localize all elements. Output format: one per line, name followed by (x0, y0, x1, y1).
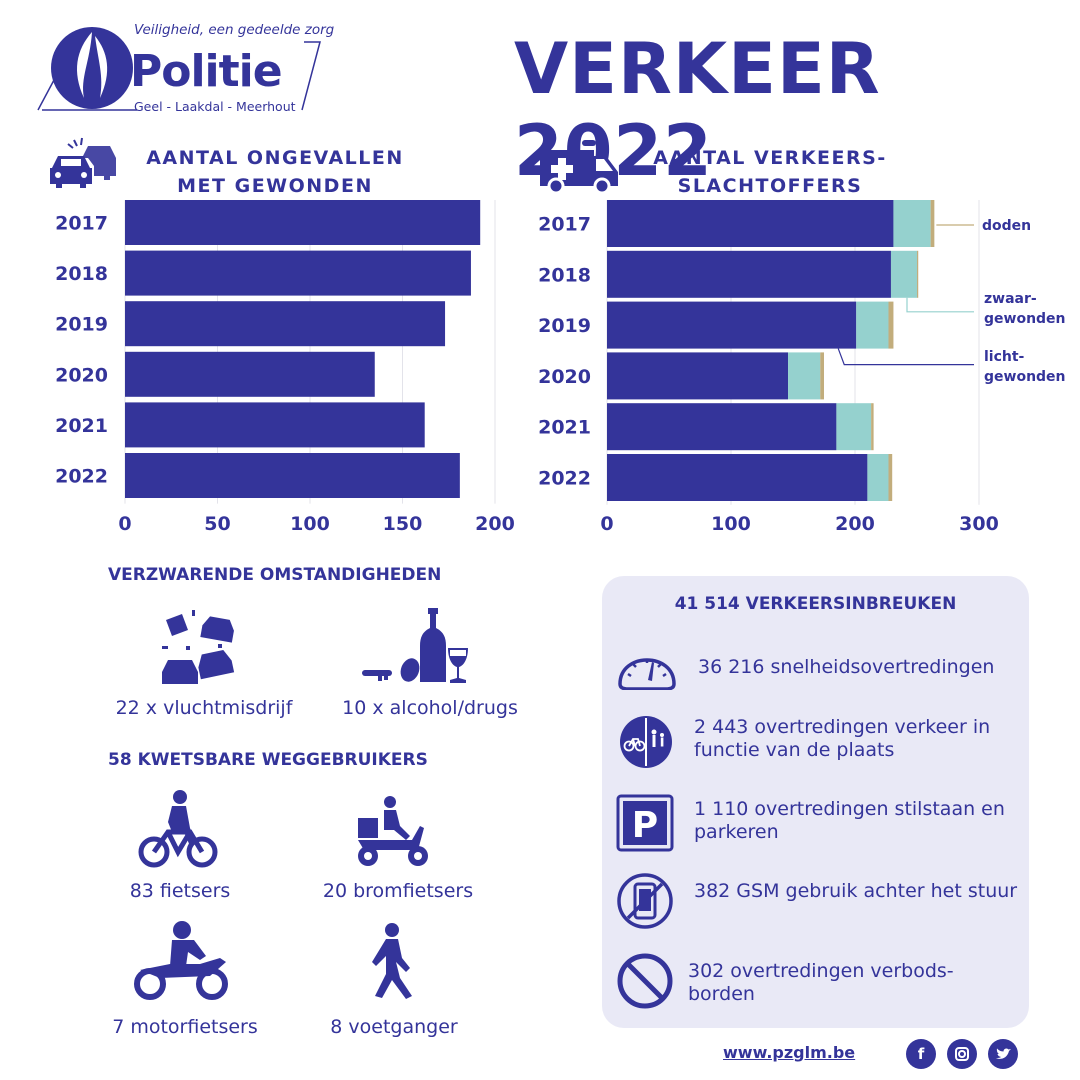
x-tick-label: 0 (118, 513, 131, 535)
svg-text:P: P (632, 805, 658, 846)
twitter-icon[interactable] (988, 1039, 1018, 1069)
bar-2021-zwaargewonden (836, 403, 872, 451)
bar-2017 (125, 200, 481, 245)
alcohol-keys-icon (362, 608, 468, 683)
instagram-icon[interactable] (947, 1039, 977, 1069)
car-crash-icon (162, 610, 235, 684)
y-tick-label: 2017 (55, 213, 108, 235)
y-tick-label: 2020 (55, 364, 108, 386)
mopeds-label: 20 bromfietsers (322, 880, 474, 902)
legend-label-lichtgewonden: gewonden (984, 369, 1066, 385)
accidents-chart-title: AANTAL ONGEVALLEN MET GEWONDEN (146, 147, 404, 197)
cyclist-icon (138, 790, 218, 868)
cyclists-label: 83 fietsers (129, 880, 231, 902)
infractions-panel: 41 514 VERKEERSINBREUKEN 36 216 snelheid… (602, 576, 1029, 1028)
vulnerable-title: 58 KWETSBARE WEGGEBRUIKERS (108, 750, 428, 770)
bar-2018-doden (917, 250, 919, 298)
bar-2020-doden (820, 352, 824, 400)
x-tick-label: 0 (600, 513, 613, 535)
y-tick-label: 2019 (538, 315, 591, 337)
y-tick-label: 2021 (538, 417, 591, 439)
bar-2019 (125, 301, 446, 347)
logo-wordmark: Politie (130, 46, 283, 97)
bar-2020-zwaargewonden (788, 352, 821, 400)
y-tick-label: 2017 (538, 214, 591, 236)
motorcyclists-label: 7 motorfietsers (112, 1016, 258, 1038)
bar-2017-lichtgewonden (607, 200, 894, 247)
bar-2019-zwaargewonden (856, 301, 889, 349)
bike-pedestrian-sign-icon (620, 716, 672, 768)
x-tick-label: 300 (959, 513, 999, 535)
infractions-title: 41 514 VERKEERSINBREUKEN (674, 594, 957, 614)
bar-2018-lichtgewonden (607, 250, 891, 298)
no-phone-icon (617, 873, 673, 929)
speeding-text: 36 216 snelheidsovertredingen (698, 656, 995, 678)
legend-label-doden: doden (982, 218, 1031, 234)
x-tick-label: 100 (290, 513, 330, 535)
facebook-icon[interactable]: f (906, 1039, 936, 1069)
bar-2021 (125, 402, 425, 448)
prohibition-signs-text: 302 overtredingen verbods-borden (688, 960, 954, 1005)
prohibition-sign-icon (617, 953, 673, 1009)
motorcycle-icon (134, 921, 228, 1000)
moped-icon (358, 796, 428, 866)
speedometer-icon (618, 658, 676, 690)
bar-2017-doden (930, 200, 935, 247)
legend-label-zwaargewonden: zwaar- (984, 291, 1037, 307)
aggravating-title: VERZWARENDE OMSTANDIGHEDEN (108, 565, 442, 585)
bar-2018-zwaargewonden (890, 250, 917, 298)
phone-use-text: 382 GSM gebruik achter het stuur (694, 880, 1018, 902)
bar-2022 (125, 453, 460, 498)
y-tick-label: 2019 (55, 314, 108, 336)
y-tick-label: 2018 (55, 263, 108, 285)
y-tick-label: 2022 (55, 466, 108, 488)
x-tick-label: 200 (475, 513, 515, 535)
legend-leader-lichtgewonden (837, 348, 974, 366)
bar-2022-zwaargewonden (867, 454, 889, 501)
x-tick-label: 100 (711, 513, 751, 535)
victims-stacked-bar-chart: 2017 2018 2019 2020 2021 2022 0 100 200 300 dode… (538, 200, 1066, 535)
logo-motto: Veiligheid, een gedeelde zorg (134, 22, 335, 38)
bar-2021-lichtgewonden (607, 403, 837, 451)
parking-sign-icon: P (616, 794, 674, 852)
bar-2019-doden (888, 301, 894, 349)
legend-label-zwaargewonden: gewonden (984, 311, 1066, 327)
x-tick-label: 50 (204, 513, 230, 535)
y-tick-label: 2020 (538, 366, 591, 388)
bar-2021-doden (871, 403, 874, 451)
y-tick-label: 2018 (538, 264, 591, 286)
police-logo (37, 27, 321, 111)
location-traffic-text: 2 443 overtredingen verkeer in functie v… (694, 716, 991, 761)
accidents-bar-chart: 2017 2018 2019 2020 2021 2022 0 50 100 150 200 (55, 200, 515, 535)
bar-2020-lichtgewonden (607, 352, 789, 400)
bar-2022-lichtgewonden (607, 454, 868, 501)
y-tick-label: 2021 (55, 415, 108, 437)
legend-label-lichtgewonden: licht- (984, 349, 1025, 365)
bar-2019-lichtgewonden (607, 301, 857, 349)
legend-leader-zwaargewonden (906, 297, 974, 313)
bar-2020 (125, 351, 375, 397)
bar-2018 (125, 250, 471, 296)
ambulance-icon (540, 140, 618, 194)
x-tick-label: 150 (383, 513, 423, 535)
pedestrians-label: 8 voetganger (330, 1016, 458, 1038)
parking-text: 1 110 overtredingen stilstaan en parkere… (694, 798, 1005, 843)
alcohol-drugs-label: 10 x alcohol/drugs (342, 697, 518, 719)
car-crash-icon (50, 137, 116, 188)
pedestrian-icon (372, 923, 412, 999)
bar-2022-doden (888, 454, 893, 501)
victims-chart-title: AANTAL VERKEERS- SLACHTOFFERS (653, 147, 887, 197)
hit-and-run-label: 22 x vluchtmisdrijf (115, 697, 293, 719)
bar-2017-zwaargewonden (893, 200, 931, 247)
y-tick-label: 2022 (538, 468, 591, 490)
logo-subtitle: Geel - Laakdal - Meerhout (134, 99, 296, 114)
website-link[interactable]: www.pzglm.be (723, 1043, 856, 1062)
x-tick-label: 200 (835, 513, 875, 535)
